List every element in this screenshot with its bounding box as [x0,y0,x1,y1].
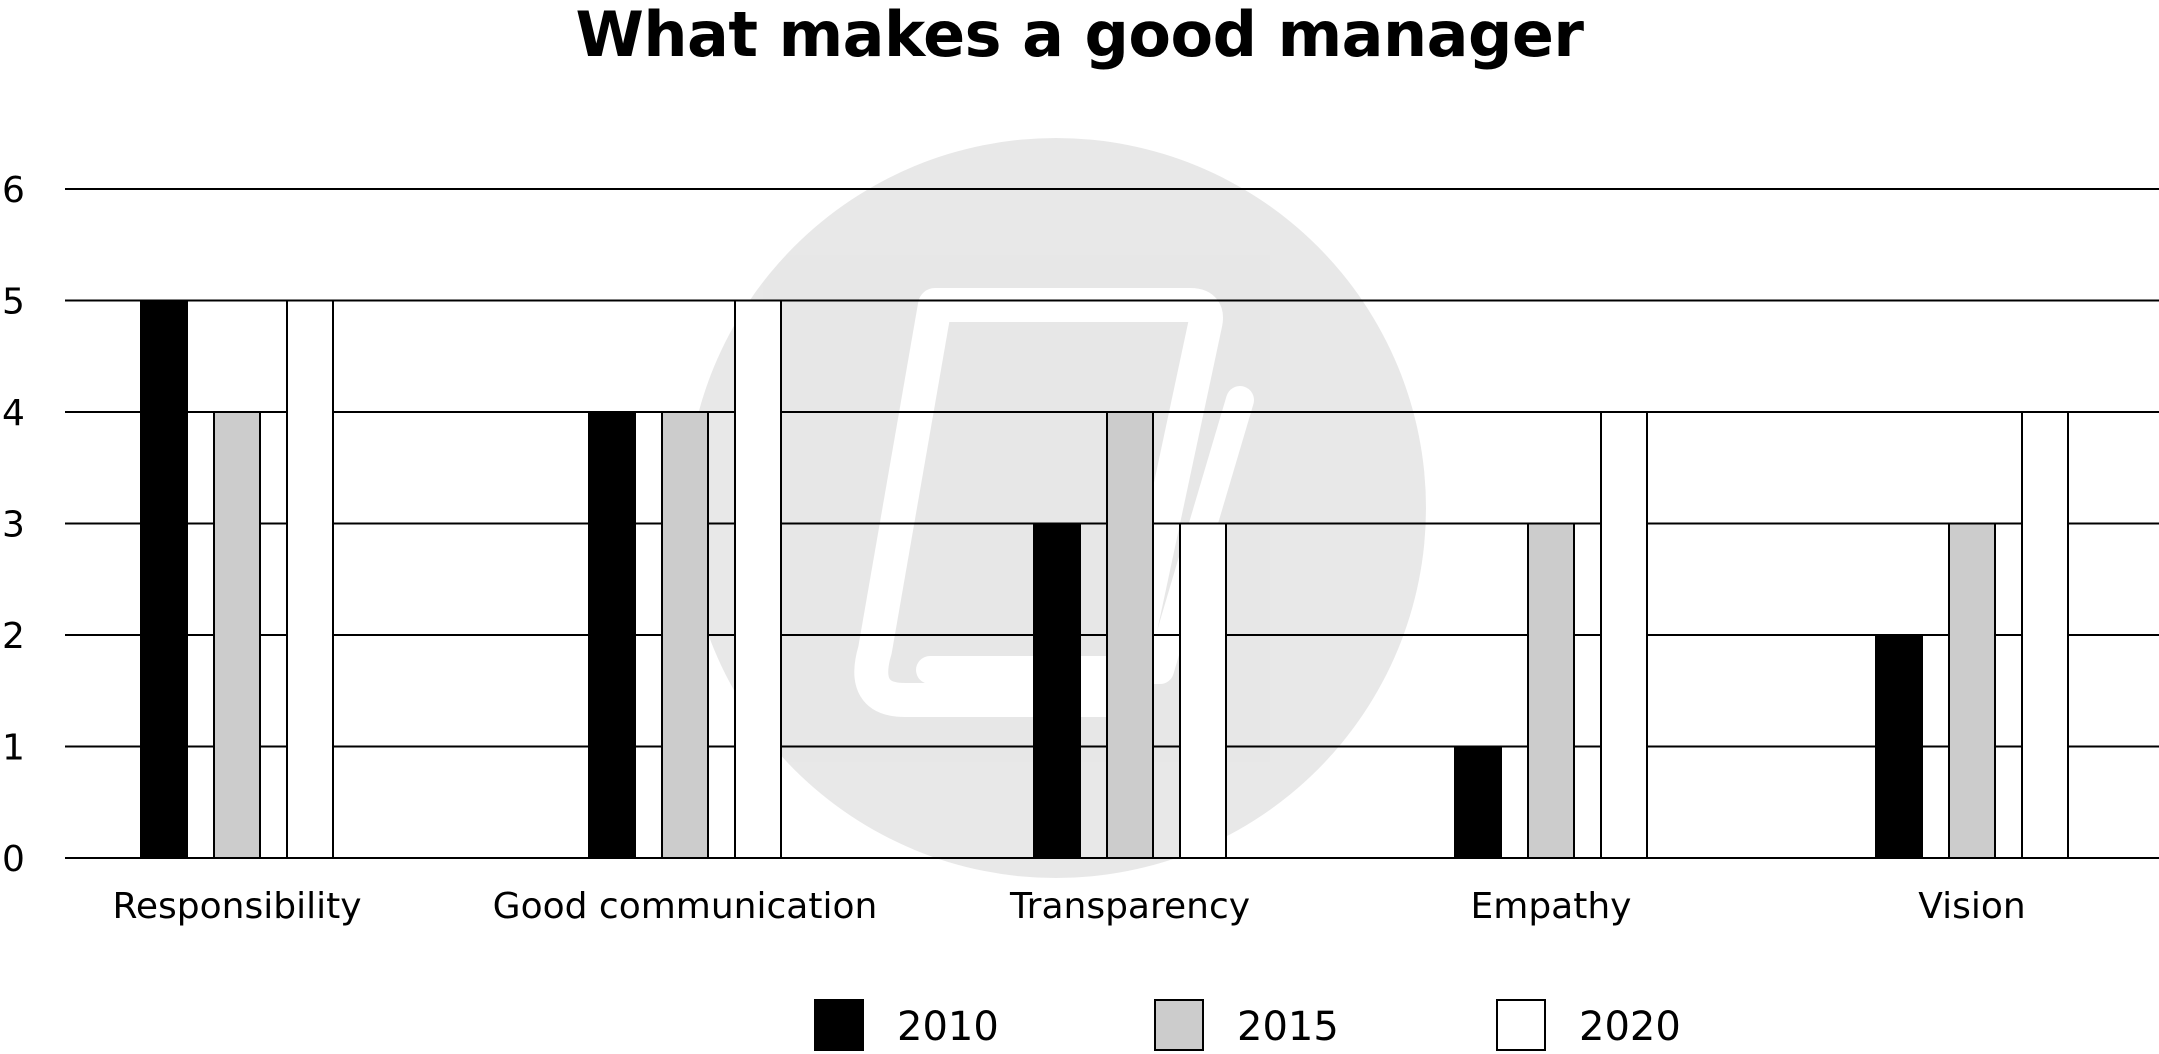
y-tick-label: 2 [2,616,25,657]
bar-2010 [1454,745,1502,859]
x-tick-label: Vision [1918,886,2025,927]
legend-label: 2010 [897,1004,999,1050]
bar-2020 [1179,522,1227,859]
bar-2010 [1033,522,1081,859]
watermark-logo [686,138,1426,878]
y-tick-label: 6 [2,170,25,211]
bar-2020 [1600,411,1648,859]
y-tick-label: 5 [2,282,25,323]
bar-2010 [588,411,636,859]
bar-2010 [1875,634,1923,859]
legend: 2010 2015 2020 [814,999,1681,1051]
bar-2015 [1106,411,1154,859]
y-tick-label: 1 [2,728,25,769]
bar-2015 [213,411,261,859]
x-tick-label: Good communication [493,886,878,927]
bar-2020 [734,299,782,859]
chart-title: What makes a good manager [575,0,1584,71]
y-tick-label: 0 [2,839,25,880]
x-tick-label: Transparency [1009,886,1250,927]
bar-2015 [661,411,709,859]
legend-swatch-2020 [1496,999,1546,1051]
axis: 0 1 2 3 4 5 6 Responsibility Good communication T… [2,170,2026,927]
bars [140,299,2069,859]
legend-swatch-2010 [814,999,864,1051]
x-tick-label: Responsibility [112,886,361,927]
bar-2015 [1527,522,1575,859]
bar-2015 [1948,522,1996,859]
bar-2010 [140,299,188,859]
bar-2020 [2021,411,2069,859]
y-tick-label: 3 [2,505,25,546]
y-tick-label: 4 [2,393,25,434]
bar-2020 [286,299,334,859]
legend-label: 2015 [1237,1004,1339,1050]
legend-swatch-2015 [1154,999,1204,1051]
legend-label: 2020 [1579,1004,1681,1050]
x-tick-label: Empathy [1471,886,1632,927]
